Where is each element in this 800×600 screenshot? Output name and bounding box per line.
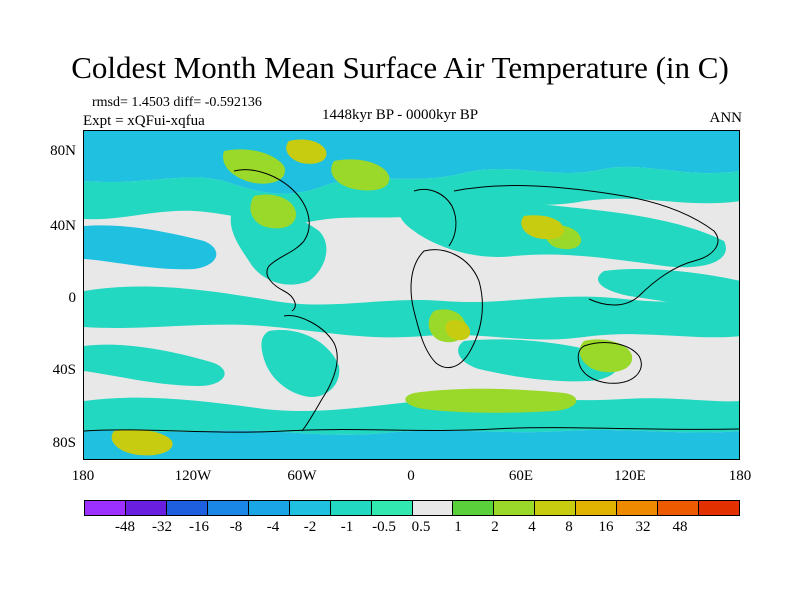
lon-label-60w: 60W: [287, 468, 317, 484]
colorbar-box: [289, 501, 331, 515]
colorbar-box: [248, 501, 290, 515]
colorbar-box: [412, 501, 454, 515]
anomaly-region-southern-ocean: [84, 397, 739, 435]
colorbar-label: 1: [454, 519, 462, 535]
colorbar-label: 48: [672, 519, 688, 535]
anomaly-region-tropics-cool: [84, 286, 739, 340]
lat-label-40n: 40N: [50, 218, 76, 234]
lon-label-0: 0: [407, 468, 415, 484]
coastline-africa: [410, 249, 483, 369]
warm-anomaly-antarctica-west: [111, 429, 173, 456]
warm-anomaly-scandinavia: [286, 139, 327, 164]
coastline-asia: [453, 185, 719, 306]
anomaly-region-antarctica: [84, 429, 739, 459]
anomaly-region-south-america: [261, 330, 340, 397]
colorbar-label: 8: [565, 519, 573, 535]
experiment-label: Expt = xQFui-xqfua: [83, 113, 205, 129]
colorbar-box: [699, 501, 739, 515]
coastline-north-america: [233, 169, 310, 312]
coastline-australia: [577, 342, 642, 384]
lat-label-40s: 40S: [52, 362, 76, 378]
period-label: 1448kyr BP - 0000kyr BP: [322, 107, 479, 123]
colorbar-box: [617, 501, 659, 515]
colorbar-label: -4: [266, 519, 280, 535]
colorbar-label: 4: [528, 519, 536, 535]
lat-label-80s: 80S: [52, 435, 76, 451]
colorbar-label: 32: [635, 519, 651, 535]
anomaly-region-pacific-north: [598, 269, 739, 307]
lon-label-180e: 180: [728, 468, 752, 484]
colorbar-box: [330, 501, 372, 515]
coastlines: [84, 169, 739, 433]
colorbar-label: 2: [491, 519, 499, 535]
lat-label-80n: 80N: [50, 143, 76, 159]
warm-anomaly-siberia: [331, 159, 390, 191]
lat-label-0: 0: [68, 290, 77, 306]
colorbar-label: -48: [115, 519, 135, 535]
warm-anomaly-north-sea: [250, 194, 297, 229]
temperature-map: [83, 130, 740, 460]
colorbar-box: [207, 501, 249, 515]
colorbar-box: [576, 501, 618, 515]
colorbar-box: [125, 501, 167, 515]
colorbar-label: -2: [303, 519, 317, 535]
warm-anomaly-southern-ocean: [405, 388, 577, 413]
colorbar-box: [494, 501, 536, 515]
colorbar-label: 16: [598, 519, 614, 535]
anomaly-region-indian-ocean: [458, 339, 619, 382]
colorbar-label: -16: [189, 519, 209, 535]
season-label: ANN: [709, 110, 743, 126]
colorbar-label: -1: [340, 519, 354, 535]
colorbar-box: [453, 501, 495, 515]
warm-anomaly-china: [521, 215, 565, 240]
lon-label-120e: 120E: [614, 468, 646, 484]
lon-label-60e: 60E: [508, 468, 534, 484]
warm-anomaly-australia: [579, 339, 633, 373]
colorbar: [84, 500, 740, 516]
colorbar-label: -0.5: [372, 519, 396, 535]
colorbar-label: -32: [152, 519, 172, 535]
coastline-europe: [413, 188, 457, 247]
colorbar-box: [85, 501, 126, 515]
colorbar-label: -8: [229, 519, 243, 535]
anomaly-region-south-pacific: [84, 344, 225, 386]
map-canvas: [84, 131, 739, 459]
colorbar-label: 0.5: [411, 519, 431, 535]
lon-label-120w: 120W: [174, 468, 212, 484]
colorbar-box: [371, 501, 413, 515]
colorbar-box: [535, 501, 577, 515]
lon-label-180w: 180: [71, 468, 95, 484]
colorbar-box: [658, 501, 700, 515]
rmsd-diff-stats: rmsd= 1.4503 diff= -0.592136: [92, 95, 262, 110]
coastline-south-america: [283, 315, 338, 432]
warm-anomaly-south-africa: [445, 320, 471, 341]
anomaly-region-north-atlantic: [84, 225, 217, 270]
map-title: Coldest Month Mean Surface Air Temperatu…: [71, 50, 729, 85]
colorbar-box: [166, 501, 208, 515]
anomaly-region-north-america: [230, 205, 327, 285]
coastline-antarctica: [84, 427, 739, 433]
